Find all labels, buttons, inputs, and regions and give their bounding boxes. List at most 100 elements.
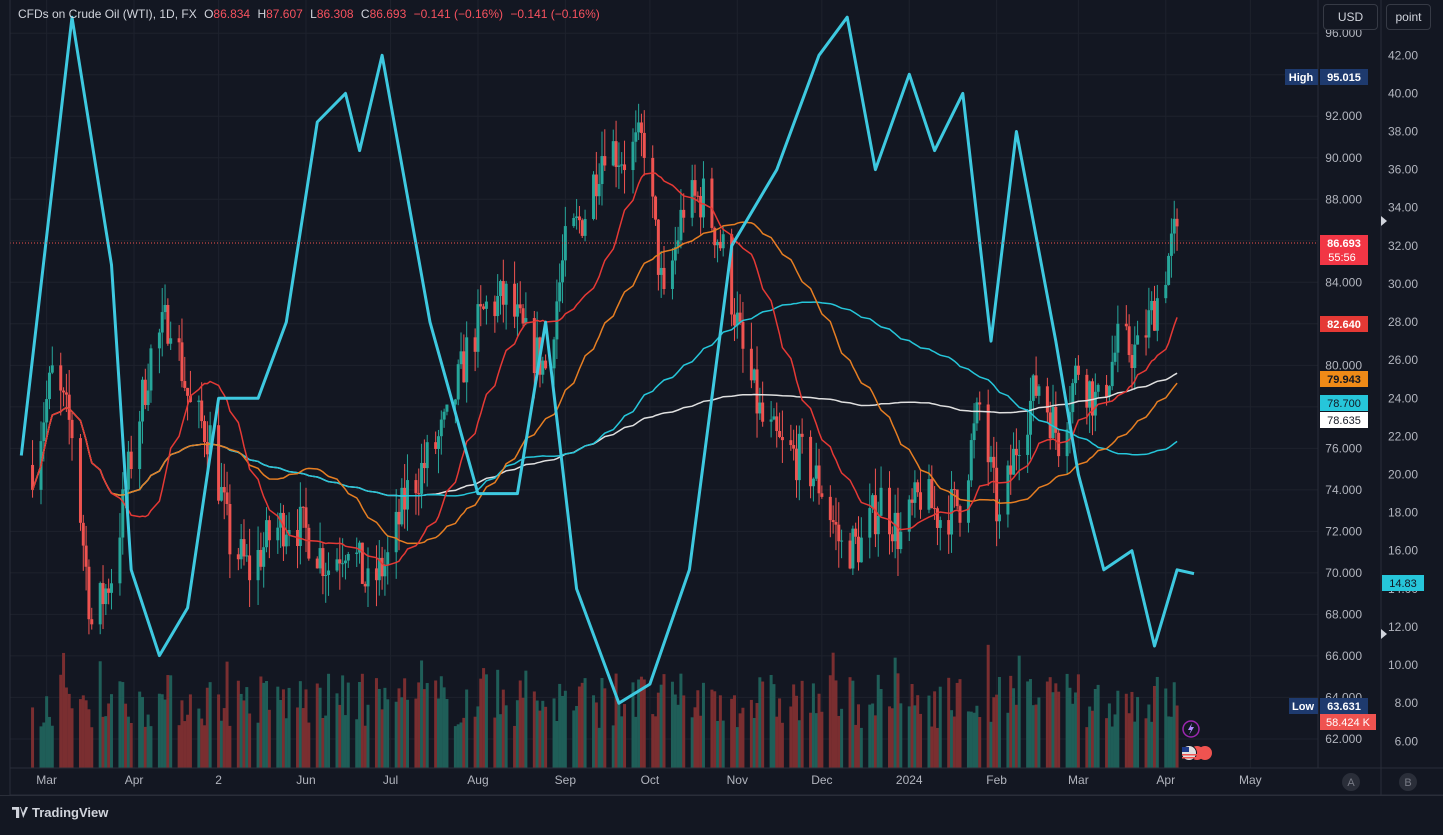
volume-bar: [592, 695, 596, 768]
volume-bar: [1169, 716, 1173, 768]
time-axis-labels[interactable]: Mar Apr 2 Jun Jul Aug Sep Oct Nov Dec 2024 Feb Mar Ap…: [36, 773, 1261, 787]
volume-bar: [696, 690, 700, 768]
price-tick-label: 90.000: [1325, 151, 1362, 165]
currency-button[interactable]: USD: [1323, 4, 1378, 30]
volume-bar: [341, 675, 345, 768]
volume-bar: [256, 722, 260, 768]
candle-body: [1144, 335, 1148, 338]
volume-bar: [947, 677, 951, 768]
change-value-2: −0.141 (−0.16%): [510, 7, 600, 21]
candle-body: [343, 560, 347, 564]
volume-bar: [129, 722, 133, 768]
volume-bar: [453, 726, 457, 768]
ma-orange-line: [31, 221, 1178, 545]
volume-bar: [456, 724, 460, 768]
volume-bar: [118, 681, 122, 768]
high-value: 87.607: [266, 7, 303, 21]
auto-scale-button[interactable]: A: [1342, 773, 1360, 791]
candle-body: [107, 588, 111, 593]
volume-bar: [907, 706, 911, 768]
volume-bar: [710, 689, 714, 768]
candle-body: [986, 404, 990, 463]
unit-button[interactable]: point: [1386, 4, 1431, 30]
volume-bar: [160, 694, 164, 768]
candle-body: [913, 482, 917, 503]
secondary-indicator-line: [19, 15, 1195, 705]
candle-body: [335, 559, 339, 571]
volume-bar: [1012, 688, 1016, 768]
candle-body: [217, 425, 221, 501]
open-value: 86.834: [213, 7, 251, 21]
candle-body: [916, 482, 920, 493]
secondary-scale-button[interactable]: B: [1399, 773, 1417, 791]
candle-body: [555, 301, 559, 340]
volume-bar: [718, 695, 722, 768]
candle-body: [634, 132, 638, 142]
time-axis-label: Apr: [125, 773, 144, 787]
volume-bar: [997, 677, 1001, 768]
volume-bar: [338, 704, 342, 768]
volume-bar: [561, 695, 565, 768]
volume-bar: [834, 680, 838, 768]
volume-bar: [701, 682, 705, 768]
us-flag-event-icon[interactable]: [1181, 745, 1213, 761]
volume-bar: [792, 684, 796, 768]
volume-bar: [1045, 681, 1049, 768]
candle-body: [81, 522, 85, 546]
candle-body: [248, 555, 252, 581]
lightning-event-icon[interactable]: [1182, 720, 1200, 738]
volume-bar: [634, 716, 638, 768]
candle-body: [930, 479, 934, 509]
volume-bar: [265, 680, 269, 768]
last-price-value: 86.693: [1327, 238, 1361, 250]
grid-lines: [10, 0, 1318, 768]
candle-body: [422, 462, 426, 469]
candle-body: [256, 549, 260, 581]
volume-bar: [462, 717, 466, 768]
candle-body: [434, 442, 438, 449]
high-word: High: [1289, 72, 1314, 84]
volume-bar: [183, 721, 187, 768]
volume-bar: [1167, 716, 1171, 768]
volume-bar: [521, 697, 525, 768]
time-axis-label: Dec: [811, 773, 832, 787]
volume-bar: [555, 720, 559, 768]
candle-body: [267, 520, 271, 541]
symbol-legend[interactable]: CFDs on Crude Oil (WTI), 1D, FX O86.834 …: [18, 7, 600, 21]
volume-bar: [87, 709, 91, 768]
volume-bar: [775, 716, 779, 768]
candle-body: [1034, 375, 1038, 396]
candle-body: [90, 619, 94, 625]
candle-body: [868, 508, 872, 538]
candle-body: [834, 521, 838, 525]
candle-body: [535, 337, 539, 374]
candle-body: [975, 402, 979, 424]
candle-body: [752, 369, 756, 381]
volume-bar: [1074, 692, 1078, 768]
volume-bar: [761, 681, 765, 768]
svg-text:A: A: [1347, 777, 1355, 789]
candle-body: [1090, 381, 1094, 416]
volume-bar: [1155, 676, 1159, 768]
candle-body: [1088, 381, 1092, 408]
candle-body: [820, 493, 824, 497]
secondary-axis-bg[interactable]: [1381, 0, 1443, 768]
candle-body: [208, 425, 212, 455]
candle-body: [242, 539, 246, 557]
high-label: High 95.015: [1285, 69, 1368, 85]
candle-body: [811, 478, 815, 487]
tradingview-logo[interactable]: TradingView: [12, 805, 108, 820]
candle-body: [594, 174, 598, 197]
candle-body: [656, 219, 660, 275]
candle-body: [160, 312, 164, 333]
volume-bar: [126, 716, 130, 768]
volume-bar: [169, 675, 173, 768]
candle-body: [453, 399, 457, 405]
candle-body: [445, 404, 449, 412]
volume-bar: [315, 683, 319, 768]
symbol-name[interactable]: CFDs on Crude Oil (WTI): [18, 7, 153, 21]
candle-body: [265, 520, 269, 548]
candle-body: [239, 539, 243, 560]
